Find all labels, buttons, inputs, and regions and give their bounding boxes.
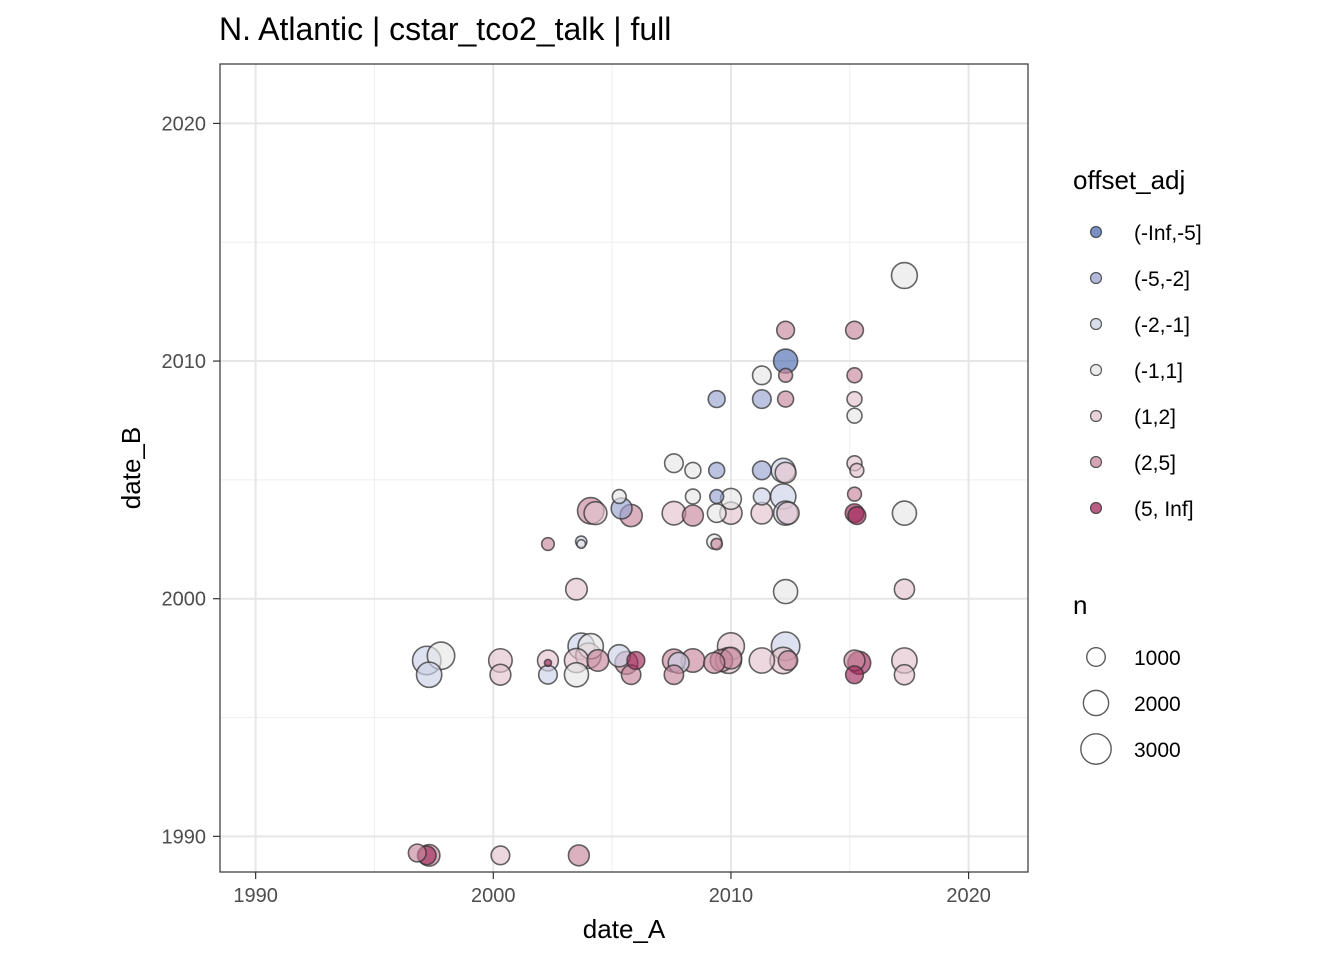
data-point — [684, 488, 702, 505]
legend-size-label: 3000 — [1134, 739, 1181, 762]
data-point — [706, 503, 727, 524]
legend-size-key — [1086, 647, 1106, 667]
data-point — [576, 538, 587, 550]
data-point — [776, 390, 795, 408]
legend-size-key — [1080, 733, 1112, 765]
data-point — [846, 486, 863, 502]
legend-color-key — [1089, 363, 1103, 377]
grid — [220, 64, 1028, 872]
y-axis-title: date_B — [116, 427, 146, 509]
data-point — [586, 648, 610, 673]
legend-color-key — [1089, 317, 1103, 331]
data-point — [684, 461, 702, 480]
plot-background — [220, 64, 1028, 872]
data-point — [751, 460, 772, 481]
legend-color-label: (-2,-1] — [1134, 314, 1190, 337]
legend-size-key — [1082, 689, 1110, 717]
data-point — [537, 664, 559, 685]
y-tick-label: 1990 — [162, 826, 207, 848]
data-point — [563, 661, 590, 688]
legend-size-title: n — [1073, 590, 1087, 620]
legend-color-label: (1,2] — [1134, 406, 1176, 429]
data-point — [849, 462, 865, 479]
x-axis: 1990 2000 2010 2020 — [233, 872, 991, 907]
data-point — [626, 650, 646, 671]
data-point — [663, 453, 684, 474]
legend-color-key — [1089, 271, 1103, 285]
data-point — [681, 504, 705, 527]
data-point — [776, 501, 800, 526]
y-tick-label: 2010 — [162, 351, 207, 373]
legend-color-label: (-Inf,-5] — [1134, 222, 1202, 245]
y-axis: 1990 2000 2010 2020 — [162, 113, 220, 848]
data-point — [847, 505, 867, 526]
legend-color-label: (-5,-2] — [1134, 268, 1190, 291]
data-point — [893, 663, 916, 686]
legend-color-key — [1089, 455, 1103, 469]
data-point — [663, 664, 685, 686]
legend-color-key — [1089, 409, 1103, 423]
data-point — [846, 367, 863, 384]
data-point — [415, 661, 443, 689]
data-point — [844, 320, 865, 340]
data-point — [489, 663, 512, 686]
data-point — [846, 407, 863, 424]
legend-color-label: (2,5] — [1134, 452, 1176, 475]
points-layer — [407, 261, 919, 867]
data-point — [748, 647, 776, 674]
x-tick-label: 2000 — [471, 885, 516, 907]
x-tick-label: 2010 — [709, 885, 754, 907]
data-point — [611, 488, 627, 505]
legend-color-title: offset_adj — [1073, 165, 1185, 195]
data-point — [707, 389, 726, 409]
x-axis-title: date_A — [583, 914, 666, 944]
data-point — [708, 488, 725, 505]
data-point — [890, 261, 919, 290]
data-point — [777, 650, 799, 671]
data-point — [407, 843, 427, 863]
x-tick-label: 2020 — [946, 885, 991, 907]
data-point — [775, 320, 796, 340]
x-tick-label: 1990 — [233, 885, 278, 907]
data-point — [844, 665, 865, 685]
legend: offset_adj (-Inf,-5] (-5,-2] (-2,-1] (-1,1] (… — [1073, 165, 1202, 765]
legend-color-label: (5, Inf] — [1134, 498, 1194, 521]
data-point — [774, 461, 797, 484]
data-point — [567, 844, 591, 867]
data-point — [752, 487, 772, 506]
legend-color-label: (-1,1] — [1134, 360, 1183, 383]
data-point — [490, 845, 511, 866]
data-point — [846, 390, 863, 408]
data-point — [777, 367, 794, 384]
data-point — [751, 365, 772, 386]
legend-size-label: 2000 — [1134, 693, 1181, 716]
data-point — [703, 651, 726, 675]
y-tick-label: 2020 — [162, 113, 207, 135]
data-point — [710, 537, 724, 551]
data-point — [583, 500, 608, 526]
legend-color-key — [1089, 225, 1103, 239]
legend-color-key — [1089, 501, 1103, 515]
data-point — [772, 578, 799, 605]
data-point — [543, 658, 553, 668]
data-point — [751, 388, 772, 410]
plot-border — [219, 63, 1029, 873]
data-point — [891, 500, 918, 526]
data-point — [564, 577, 589, 601]
data-point — [893, 578, 916, 601]
data-point — [540, 536, 556, 552]
y-tick-label: 2000 — [162, 589, 207, 611]
chart-title: N. Atlantic | cstar_tco2_talk | full — [219, 11, 671, 47]
legend-size-label: 1000 — [1134, 647, 1181, 670]
data-point — [707, 461, 726, 480]
